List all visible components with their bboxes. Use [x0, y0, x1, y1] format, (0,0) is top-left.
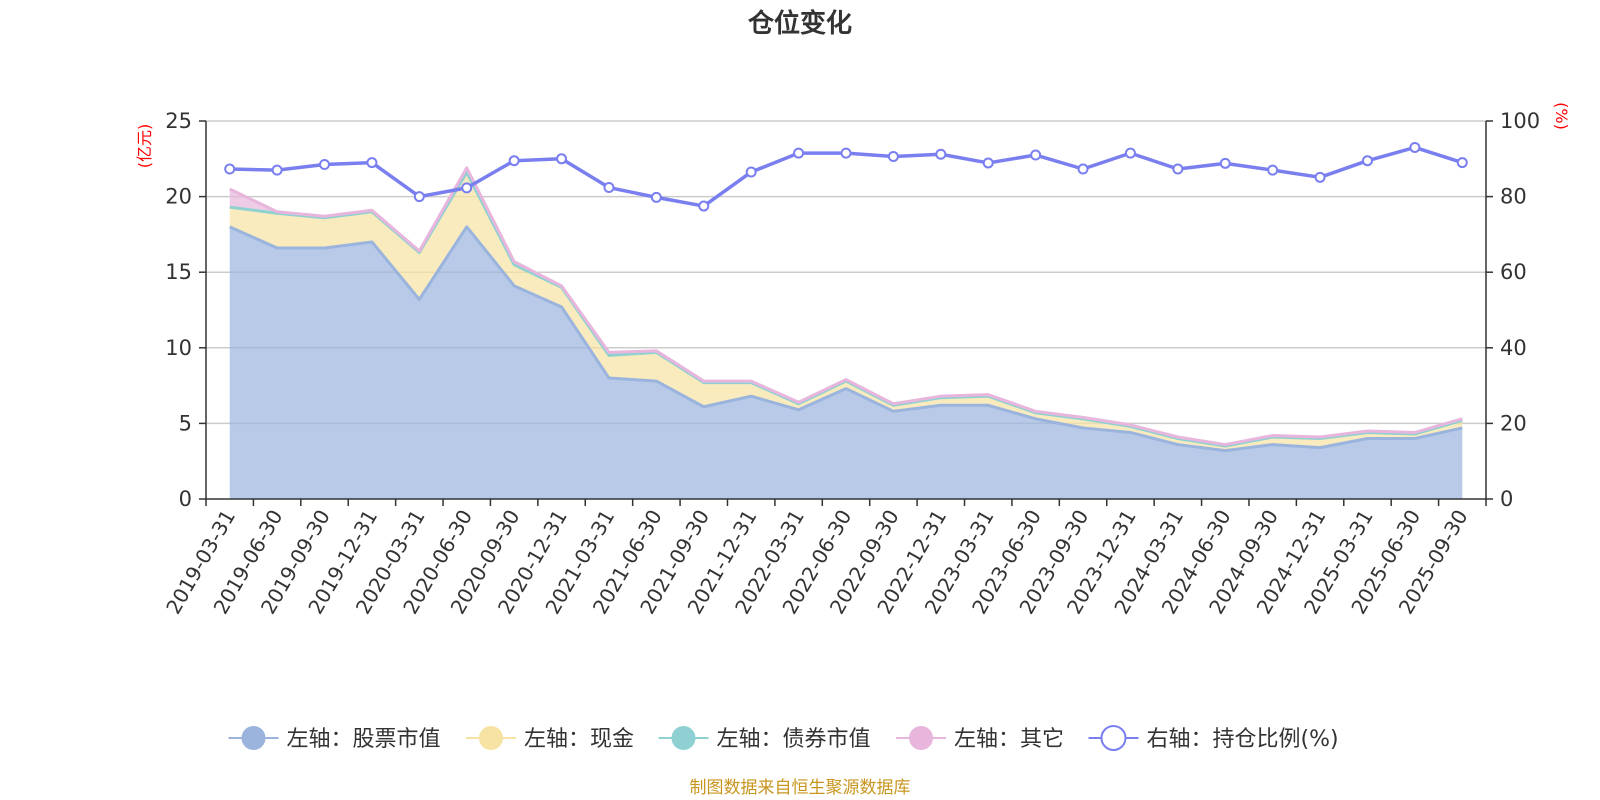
ratio-point [935, 148, 947, 160]
source-note: 制图数据来自恒生聚源数据库 [690, 778, 911, 798]
ratio-point [1456, 157, 1468, 169]
left-axis-tick-label: 5 [179, 411, 192, 435]
ratio-point [319, 158, 331, 170]
ratio-point [793, 147, 805, 159]
ratio-point [887, 151, 899, 163]
ratio-point [413, 191, 425, 203]
ratio-point [556, 153, 568, 165]
ratio-point [1077, 163, 1089, 175]
left-axis-unit: (亿元) [135, 124, 154, 169]
right-axis-tick-label: 80 [1500, 185, 1527, 209]
legend-marker [241, 726, 266, 750]
legend-marker [909, 726, 933, 750]
left-axis-tick-label: 10 [165, 336, 192, 360]
legend-item: 左轴：债券市值 [658, 726, 871, 752]
legend: 左轴：股票市值 左轴：现金 左轴：债券市值 左轴：其它 右轴：持仓比例(%) [228, 725, 1339, 752]
legend-marker [671, 726, 696, 750]
ratio-point [698, 200, 710, 212]
ratio-point [508, 155, 520, 167]
legend-item: 左轴：其它 [896, 726, 1064, 752]
chart-title: 仓位变化 [747, 8, 852, 39]
ratio-point [1219, 157, 1231, 169]
legend-item: 左轴：股票市值 [228, 726, 441, 752]
ratio-point [1172, 163, 1184, 175]
legend-label: 左轴：其它 [954, 727, 1064, 752]
right-axis-tick-label: 40 [1500, 336, 1527, 360]
area-左轴：股票市值 [229, 226, 1463, 499]
ratio-point [461, 182, 473, 194]
ratio-point [271, 164, 283, 176]
ratio-point [1124, 147, 1136, 159]
legend-label: 左轴：现金 [524, 727, 634, 752]
stacked-areas [229, 167, 1463, 499]
legend-item: 左轴：现金 [466, 726, 634, 752]
left-axis-tick-label: 0 [179, 487, 192, 511]
ratio-point [982, 157, 994, 169]
left-axis-tick-label: 25 [165, 109, 192, 133]
ratio-point [224, 163, 236, 175]
ratio-point [1267, 164, 1279, 176]
legend-label: 左轴：股票市值 [287, 727, 441, 752]
ratio-point [366, 157, 378, 169]
line-左轴：其它 [229, 166, 1463, 447]
right-axis-tick-label: 0 [1500, 487, 1513, 511]
legend-marker [1100, 725, 1127, 751]
legend-label: 右轴：持仓比例(%) [1147, 727, 1339, 752]
left-axis-tick-label: 20 [165, 185, 192, 209]
ratio-point [1361, 155, 1373, 167]
right-axis-tick-label: 60 [1500, 260, 1527, 284]
legend-marker [479, 726, 503, 750]
ratio-points [224, 141, 1468, 212]
ratio-point [745, 166, 757, 178]
ratio-point [840, 147, 852, 159]
ratio-point [1030, 149, 1042, 161]
right-axis-tick-label: 20 [1500, 411, 1527, 435]
legend-label: 左轴：债券市值 [717, 727, 871, 752]
legend-item: 右轴：持仓比例(%) [1088, 725, 1339, 752]
right-axis-tick-label: 100 [1500, 109, 1540, 133]
right-axis-unit: (%) [1552, 102, 1571, 130]
left-axis-tick-label: 15 [165, 260, 192, 284]
ratio-point [1409, 141, 1421, 153]
ratio-point [603, 182, 615, 194]
ratio-point [1314, 171, 1326, 183]
ratio-point [650, 191, 662, 203]
line-左轴：股票市值 [229, 225, 1463, 453]
